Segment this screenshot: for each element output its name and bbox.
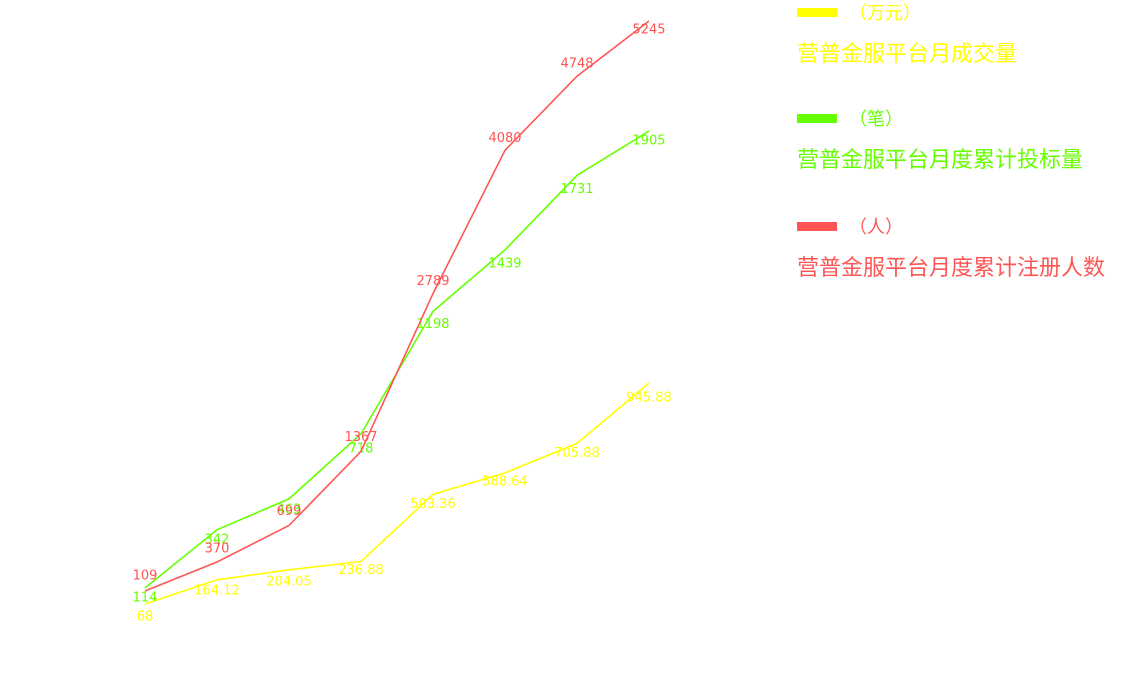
data-label-cumulative-bids: 1905: [632, 134, 665, 149]
data-label-cumulative-bids: 342: [205, 532, 230, 547]
legend-unit-row: （笔）: [797, 106, 1131, 130]
series-transaction-volume: 68 164.12 204.05 236.88 503.36 588.64 705.88 94…: [137, 382, 672, 625]
legend-entry-cumulative-registrations: （人） 营普金服平台月度累计注册人数: [797, 214, 1131, 282]
data-label-cumulative-registrations: 5245: [632, 23, 665, 38]
data-label-cumulative-bids: 1731: [560, 182, 593, 197]
data-label-transaction-volume: 503.36: [410, 497, 456, 512]
legend-unit: （人）: [849, 217, 903, 238]
legend-unit: （笔）: [849, 109, 903, 130]
data-label-transaction-volume: 164.12: [194, 583, 240, 598]
data-label-cumulative-registrations: 4080: [488, 131, 521, 146]
legend-entry-transaction-volume: （万元） 营普金服平台月成交量: [797, 0, 1131, 68]
data-label-transaction-volume: 588.64: [482, 474, 528, 489]
legend-series-name: 营普金服平台月度累计注册人数: [797, 256, 1106, 281]
data-label-cumulative-registrations: 1367: [344, 430, 377, 445]
data-label-cumulative-registrations: 2789: [416, 274, 449, 289]
legend-swatch: [797, 113, 837, 123]
data-label-transaction-volume: 204.05: [266, 574, 312, 589]
data-label-transaction-volume: 68: [137, 610, 154, 625]
legend-series-name: 营普金服平台月成交量: [797, 42, 1018, 67]
series-line-cumulative-bids: [144, 130, 650, 589]
data-label-transaction-volume: 236.88: [338, 563, 384, 578]
data-label-transaction-volume: 945.88: [626, 391, 672, 406]
legend-swatch: [797, 7, 837, 17]
legend-entry-cumulative-bids: （笔） 营普金服平台月度累计投标量: [797, 106, 1131, 174]
data-label-cumulative-registrations: 4748: [560, 57, 593, 72]
line-chart: 68 164.12 204.05 236.88 503.36 588.64 705.88 94…: [133, 20, 672, 625]
series-line-transaction-volume: [144, 382, 650, 605]
legend-swatch: [797, 221, 837, 231]
legend-unit-row: （万元）: [797, 0, 1131, 24]
legend-unit-row: （人）: [797, 214, 1131, 238]
legend-series-name: 营普金服平台月度累计投标量: [797, 148, 1084, 173]
legend-unit: （万元）: [849, 3, 921, 24]
series-cumulative-registrations: 109 370 699 1367 2789 4080 4748 5245: [133, 20, 666, 592]
data-label-cumulative-bids: 1439: [488, 256, 521, 271]
data-label-cumulative-bids: 463: [277, 502, 302, 517]
data-label-transaction-volume: 705.88: [554, 446, 600, 461]
data-label-cumulative-registrations: 109: [133, 569, 158, 584]
series-line-cumulative-registrations: [144, 20, 650, 592]
data-label-cumulative-registrations: 699: [277, 504, 302, 519]
data-label-cumulative-bids: 718: [349, 441, 374, 456]
data-label-cumulative-registrations: 370: [205, 542, 230, 557]
data-label-cumulative-bids: 114: [133, 591, 158, 606]
data-label-cumulative-bids: 1198: [416, 317, 449, 332]
